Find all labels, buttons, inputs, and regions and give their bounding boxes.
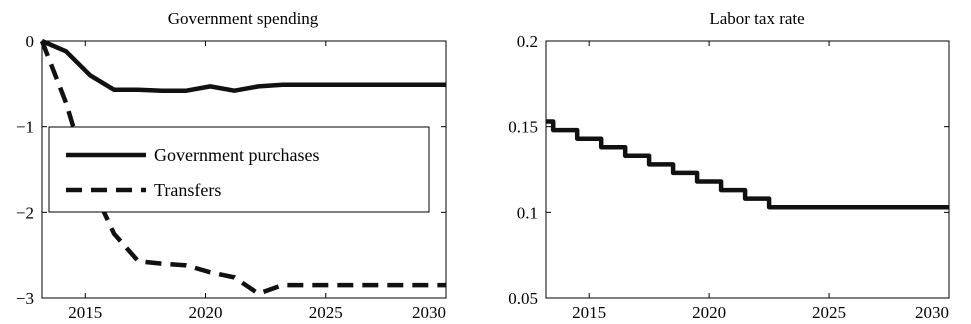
legend: Government purchases Transfers: [48, 126, 430, 213]
y-tick-label: 0.15: [508, 118, 538, 137]
legend-label-transfers: Transfers: [154, 180, 221, 200]
legend-box: [48, 126, 430, 213]
chart-title: Government spending: [168, 9, 319, 28]
y-tick-label: 0: [26, 32, 35, 51]
y-tick-label: 0.1: [517, 203, 538, 222]
x-tick-label: 2015: [68, 303, 102, 322]
y-tick-label: −2: [16, 203, 34, 222]
x-tick-label: 2015: [572, 303, 606, 322]
labor-tax-rate-panel: Labor tax rate 0.20.150.10.05 2015 2020 20…: [508, 9, 950, 322]
y-tick-label: 0.2: [517, 32, 538, 51]
series-line-government-purchases: [41, 38, 446, 93]
x-tick-label: 2030: [412, 303, 446, 322]
series-lines: [546, 119, 949, 210]
y-axis: 0.2 0.15 0.1 0.05: [508, 32, 949, 308]
x-tick-label: 2020: [692, 303, 726, 322]
y-tick-label: 0.05: [508, 289, 538, 308]
x-axis: 2015 2020 2025 2030: [68, 41, 447, 322]
series-line-0: [546, 119, 949, 210]
y-tick-label: −1: [16, 118, 34, 137]
y-tick-label: −3: [16, 289, 34, 308]
chart-title: Labor tax rate: [709, 9, 804, 28]
x-tick-label: 2025: [812, 303, 846, 322]
government-spending-panel: Government spending 0 −1 −2 −3 2015 2020 2025…: [16, 9, 447, 322]
x-axis: 2015 2020 2025 2030: [572, 41, 950, 322]
legend-label-government-purchases: Government purchases: [154, 145, 319, 165]
plot-area: [545, 40, 950, 299]
y-axis: 0 −1 −2 −3: [16, 32, 446, 308]
plot-area: [41, 40, 447, 299]
x-tick-label: 2025: [309, 303, 343, 322]
x-tick-label: 2020: [189, 303, 223, 322]
x-tick-label: 2030: [915, 303, 949, 322]
